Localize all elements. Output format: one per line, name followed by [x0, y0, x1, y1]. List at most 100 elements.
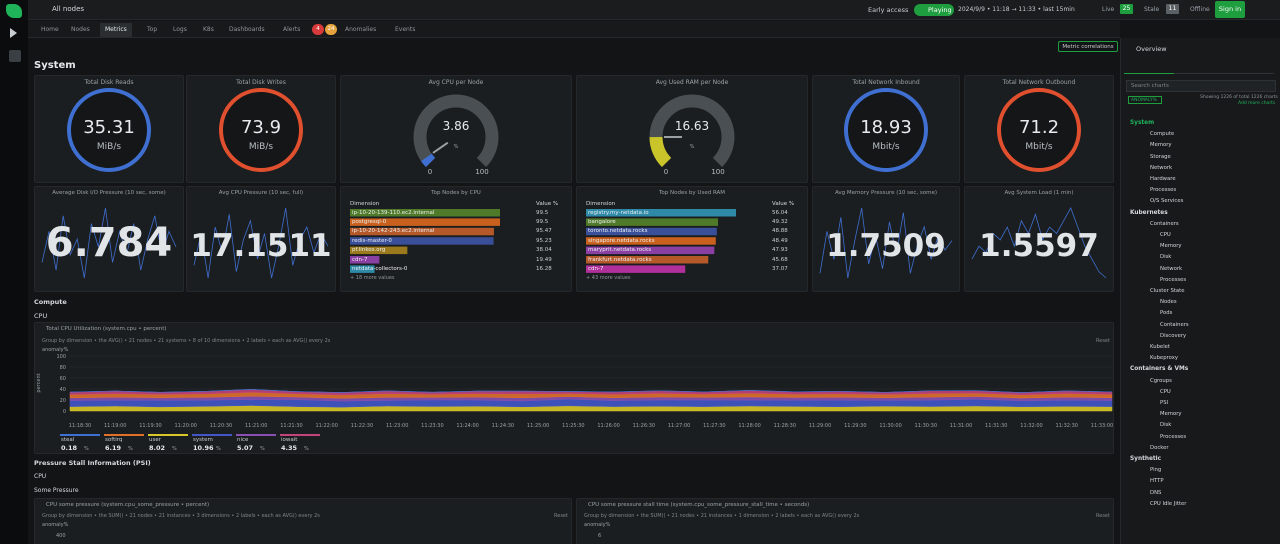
tab[interactable]: K8s: [203, 26, 214, 33]
gauge-card: [576, 75, 808, 183]
tab[interactable]: Alerts: [283, 26, 301, 33]
x-tick-label: 11:29:00: [809, 423, 831, 429]
tree-item[interactable]: Kubeproxy: [1150, 355, 1178, 362]
legend-value[interactable]: 10.96: [193, 444, 214, 452]
y-tick-label: 20: [60, 398, 66, 404]
chart-reset[interactable]: Reset: [1096, 513, 1110, 519]
tree-item[interactable]: Pods: [1160, 310, 1173, 317]
y-tick-label: 100: [56, 354, 66, 360]
chart-controls[interactable]: Group by dimension • the SUM() • 21 node…: [42, 513, 320, 519]
legend-swatch[interactable]: [192, 434, 232, 436]
legend-value[interactable]: 4.35: [281, 444, 298, 452]
tree-item[interactable]: Kubelet: [1150, 344, 1170, 350]
legend-value[interactable]: 0.18: [61, 444, 78, 452]
tree-item[interactable]: HTTP: [1150, 478, 1164, 485]
tree-item[interactable]: Cluster State: [1150, 288, 1185, 294]
tree-item[interactable]: Network: [1150, 164, 1173, 171]
tree-item[interactable]: Processes: [1150, 187, 1177, 194]
legend-name[interactable]: user: [149, 437, 161, 443]
legend-swatch[interactable]: [60, 434, 100, 436]
big-number: 1.5597: [979, 228, 1099, 264]
play-button[interactable]: Playing: [914, 4, 954, 16]
x-tick-label: 11:26:00: [597, 423, 619, 429]
space-icon[interactable]: [9, 50, 21, 62]
tree-item[interactable]: Disk: [1160, 254, 1172, 261]
table-bars: [586, 209, 736, 273]
gauge: 73.9 MiB/s: [219, 88, 303, 172]
chart-reset[interactable]: Reset: [554, 513, 568, 519]
legend-name[interactable]: nice: [237, 437, 249, 443]
tree-item[interactable]: Memory: [1160, 411, 1182, 418]
tree-item[interactable]: Cgroups: [1150, 377, 1172, 384]
logo[interactable]: [6, 4, 22, 18]
legend-name[interactable]: iowait: [281, 437, 298, 443]
tree-item[interactable]: Discovery: [1160, 332, 1187, 339]
metric-correlations[interactable]: Metric correlations: [1058, 41, 1118, 52]
chart-controls[interactable]: Group by dimension • the SUM() • 21 node…: [584, 513, 860, 519]
tab[interactable]: Metrics: [100, 23, 132, 37]
tree-item[interactable]: Ping: [1150, 467, 1162, 474]
tree-item[interactable]: DNS: [1150, 489, 1162, 496]
number-title: Avg Memory Pressure (10 sec, some): [834, 190, 938, 196]
sign-in-button[interactable]: Sign in: [1215, 1, 1245, 18]
tab[interactable]: Dashboards: [229, 26, 265, 33]
time-range[interactable]: 2024/9/9 • 11:18 → 11:33 • last 15min: [958, 6, 1075, 13]
y-tick-label: 80: [60, 365, 66, 371]
gauge: 3.86% 0 100: [413, 94, 499, 176]
tree-item[interactable]: CPU: [1160, 388, 1171, 395]
tree-item[interactable]: Synthetic: [1130, 456, 1162, 462]
y-tick-label: 0: [63, 409, 66, 415]
legend-name[interactable]: steal: [61, 437, 75, 443]
tree-item[interactable]: PSI: [1160, 400, 1169, 406]
tree-item[interactable]: Processes: [1160, 276, 1187, 283]
anomaly-toggle[interactable]: ANOMALY%: [1128, 96, 1162, 104]
x-tick-label: 11:27:00: [668, 423, 690, 429]
tab[interactable]: Events: [395, 26, 416, 33]
alert-badge[interactable]: 4: [312, 24, 324, 35]
tree-item[interactable]: Memory: [1160, 243, 1182, 250]
alert-badge[interactable]: 24: [325, 24, 337, 35]
tree-item[interactable]: Docker: [1150, 444, 1169, 451]
x-tick-label: 11:19:00: [104, 423, 126, 429]
legend-swatch[interactable]: [148, 434, 188, 436]
gauge-unit: Mbit/s: [872, 142, 900, 152]
tab[interactable]: Home: [41, 26, 59, 33]
space-name[interactable]: All nodes: [52, 5, 85, 13]
expand-icon[interactable]: [10, 28, 17, 38]
tree-item[interactable]: O/S Services: [1150, 198, 1184, 205]
tree-item[interactable]: Containers: [1150, 220, 1179, 227]
tree-item[interactable]: Disk: [1160, 422, 1172, 429]
number-card: [964, 186, 1114, 292]
legend-swatch[interactable]: [104, 434, 144, 436]
chart-controls[interactable]: Group by dimension • the AVG() • 21 node…: [42, 338, 331, 344]
tab[interactable]: Anomalies: [345, 26, 377, 33]
tree-item[interactable]: Containers & VMs: [1130, 366, 1189, 373]
legend-value[interactable]: 5.07: [237, 444, 254, 452]
legend-name[interactable]: softirq: [105, 437, 123, 443]
tree-item[interactable]: Hardware: [1150, 176, 1176, 182]
tab[interactable]: Nodes: [71, 26, 90, 33]
legend-name[interactable]: system: [193, 437, 213, 443]
tree-item[interactable]: CPU Idle Jitter: [1150, 500, 1187, 507]
early-access[interactable]: Early access: [868, 6, 909, 14]
legend-value[interactable]: 8.02: [149, 444, 166, 452]
tree-item[interactable]: Nodes: [1160, 299, 1177, 306]
legend-swatch[interactable]: [280, 434, 320, 436]
search-box[interactable]: Search charts: [1126, 80, 1276, 92]
legend-value[interactable]: 6.19: [105, 444, 122, 452]
add-more[interactable]: Add more charts: [1238, 101, 1276, 106]
tree-item[interactable]: System: [1130, 120, 1155, 126]
tree-item[interactable]: Compute: [1150, 131, 1175, 138]
tab[interactable]: Top: [147, 26, 158, 33]
tab[interactable]: Logs: [173, 26, 187, 33]
tree-item[interactable]: Network: [1160, 265, 1183, 272]
tree-item[interactable]: Processes: [1160, 433, 1187, 440]
tree-item[interactable]: Kubernetes: [1130, 209, 1168, 216]
tree-item[interactable]: Containers: [1160, 321, 1189, 328]
tree-item[interactable]: Storage: [1150, 153, 1171, 160]
gauge: 35.31 MiB/s: [67, 88, 151, 172]
chart-reset[interactable]: Reset: [1096, 338, 1110, 344]
tree-item[interactable]: CPU: [1160, 232, 1171, 238]
legend-swatch[interactable]: [236, 434, 276, 436]
tree-item[interactable]: Memory: [1150, 142, 1172, 149]
